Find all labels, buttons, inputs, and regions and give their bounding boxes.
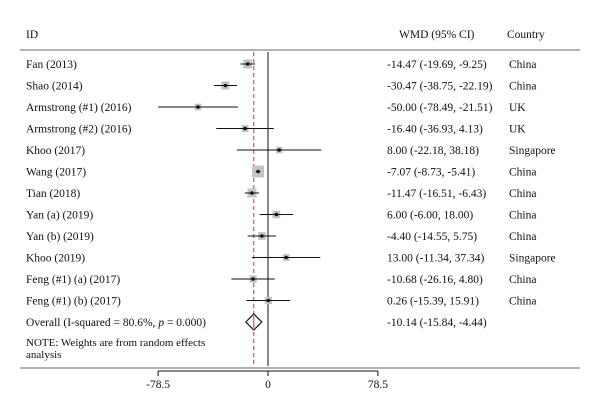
study-ci-text: 13.00 (-11.34, 37.34) xyxy=(387,253,484,265)
point-estimate xyxy=(243,126,247,131)
study-row: Fan (2013) -14.47 (-19.69, -9.25) China xyxy=(26,59,536,71)
study-row: Armstrong (#2) (2016) -16.40 (-36.93, 4.1… xyxy=(26,124,526,136)
overall-label: Overall (I-squared = 80.6%, p = 0.000) xyxy=(26,317,206,329)
header-group: Country xyxy=(507,29,545,41)
study-country: Singapore xyxy=(509,253,556,265)
x-tick-label: 0 xyxy=(265,379,271,391)
study-ci-text: -14.47 (-19.69, -9.25) xyxy=(387,59,487,71)
point-estimate xyxy=(245,62,250,66)
study-label: Yan (b) (2019) xyxy=(26,231,94,243)
study-row: Tian (2018) -11.47 (-16.51, -6.43) China xyxy=(26,188,536,200)
study-row: Yan (a) (2019) 6.00 (-6.00, 18.00) China xyxy=(26,210,536,222)
study-label: Fan (2013) xyxy=(26,59,77,71)
overall-ci-text: -10.14 (-15.84, -4.44) xyxy=(387,317,487,329)
study-row: Feng (#1) (a) (2017) -10.68 (-26.16, 4.80… xyxy=(26,274,536,286)
study-ci-text: -50.00 (-78.49, -21.51) xyxy=(387,102,493,114)
point-estimate xyxy=(196,105,200,109)
study-ci-text: -16.40 (-36.93, 4.13) xyxy=(387,124,483,136)
study-country: China xyxy=(509,188,536,200)
study-country: China xyxy=(509,81,536,93)
header-id: ID xyxy=(26,29,38,41)
point-estimate xyxy=(277,148,282,152)
study-ci-text: -30.47 (-38.75, -22.19) xyxy=(387,81,493,93)
overall-label-prefix: Overall (I-squared = 80.6%, xyxy=(26,317,158,329)
overall-label-suffix: = 0.000) xyxy=(164,317,206,329)
study-label: Wang (2017) xyxy=(26,167,86,179)
x-axis: -78.5 0 78.5 xyxy=(146,370,388,391)
study-label: Khoo (2019) xyxy=(26,253,85,265)
study-row: Shao (2014) -30.47 (-38.75, -22.19) China xyxy=(26,81,536,93)
study-country: UK xyxy=(509,124,526,136)
study-ci-text: -4.40 (-14.55, 5.75) xyxy=(387,231,477,243)
study-rows: Fan (2013) -14.47 (-19.69, -9.25) ChinaSha… xyxy=(26,52,556,366)
study-label: Armstrong (#2) (2016) xyxy=(26,124,132,136)
point-estimate xyxy=(223,83,228,88)
study-country: UK xyxy=(509,102,526,114)
point-estimate xyxy=(250,191,254,195)
point-estimate xyxy=(256,169,260,174)
study-country: China xyxy=(509,210,536,222)
study-ci-text: 8.00 (-22.18, 38.18) xyxy=(387,145,479,157)
point-estimate xyxy=(260,234,264,238)
overall-p-symbol: p xyxy=(157,317,164,329)
study-row: Feng (#1) (b) (2017) 0.26 (-15.39, 15.91)… xyxy=(26,296,536,308)
x-tick-label: -78.5 xyxy=(146,379,170,391)
study-country: China xyxy=(509,59,536,71)
study-label: Feng (#1) (b) (2017) xyxy=(26,296,121,308)
study-country: Singapore xyxy=(509,145,556,157)
study-country: China xyxy=(509,167,536,179)
note-text: analysis xyxy=(26,349,61,361)
point-estimate xyxy=(251,277,255,281)
note-text: NOTE: Weights are from random effects xyxy=(26,337,205,349)
study-row: Wang (2017) -7.07 (-8.73, -5.41) China xyxy=(26,165,536,179)
study-label: Tian (2018) xyxy=(26,188,80,200)
study-row: Armstrong (#1) (2016) -50.00 (-78.49, -21… xyxy=(26,102,526,114)
study-row: Khoo (2019) 13.00 (-11.34, 37.34) Singapor… xyxy=(26,253,556,265)
study-label: Feng (#1) (a) (2017) xyxy=(26,274,120,286)
x-tick-label: 78.5 xyxy=(368,379,388,391)
study-ci-text: 0.26 (-15.39, 15.91) xyxy=(387,296,479,308)
point-estimate xyxy=(274,212,279,217)
study-row: Khoo (2017) 8.00 (-22.18, 38.18) Singapore xyxy=(26,145,556,157)
study-label: Armstrong (#1) (2016) xyxy=(26,102,132,114)
overall-row: Overall (I-squared = 80.6%, p = 0.000) -1… xyxy=(26,313,487,331)
study-row: Yan (b) (2019) -4.40 (-14.55, 5.75) China xyxy=(26,231,536,243)
study-ci-text: -11.47 (-16.51, -6.43) xyxy=(387,188,486,200)
study-label: Shao (2014) xyxy=(26,81,83,93)
study-country: China xyxy=(509,231,536,243)
point-estimate xyxy=(284,255,289,260)
header-estimate: WMD (95% CI) xyxy=(399,29,475,41)
study-ci-text: -10.68 (-26.16, 4.80) xyxy=(387,274,483,286)
study-ci-text: 6.00 (-6.00, 18.00) xyxy=(387,210,473,222)
point-estimate xyxy=(266,298,271,303)
study-label: Yan (a) (2019) xyxy=(26,210,93,222)
study-ci-text: -7.07 (-8.73, -5.41) xyxy=(387,167,475,179)
study-label: Khoo (2017) xyxy=(26,145,85,157)
study-country: China xyxy=(509,296,536,308)
study-country: China xyxy=(509,274,536,286)
